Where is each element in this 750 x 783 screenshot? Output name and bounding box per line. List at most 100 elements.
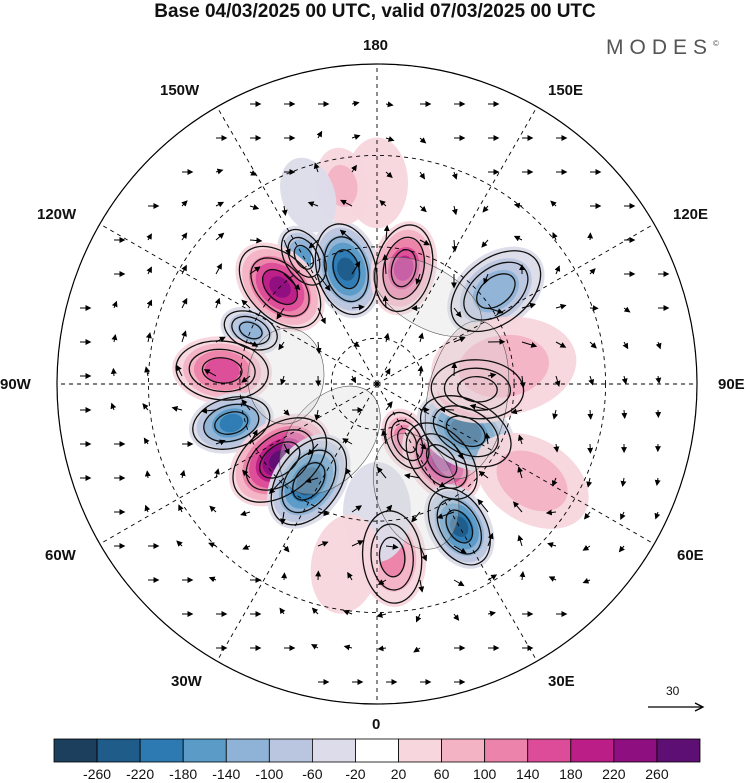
colorbar-tick-label: 220 [602, 766, 626, 782]
wind-vector [143, 437, 150, 445]
map-title: Base 04/03/2025 00 UTC, valid 07/03/2025… [154, 1, 596, 22]
wind-vector [483, 273, 489, 285]
lon-label-0: 0 [372, 716, 381, 733]
wind-vector [654, 477, 661, 486]
wind-vector [487, 610, 496, 617]
height-contour [443, 367, 512, 411]
lon-label-60e: 60E [677, 547, 704, 564]
wind-vector [283, 273, 301, 291]
wind-vector [551, 477, 558, 487]
meridian-line [79, 383, 378, 556]
lon-label-150e: 150E [548, 82, 584, 99]
wind-vector [419, 545, 428, 562]
wind-vector [342, 609, 353, 616]
wind-vector [513, 235, 523, 242]
wind-vector [478, 470, 489, 479]
wind-vector [620, 511, 626, 520]
lon-label-30e: 30E [548, 673, 575, 690]
wind-vector [317, 307, 326, 325]
height-contour [456, 375, 498, 403]
height-contour [378, 536, 406, 578]
wind-vector [385, 101, 394, 108]
height-contour [432, 405, 499, 458]
anomaly-band [310, 514, 380, 614]
wind-vector [171, 405, 183, 412]
wind-vector [385, 543, 399, 550]
height-contour [396, 427, 418, 454]
wind-vector [276, 307, 285, 320]
wind-vector [404, 473, 421, 480]
wind-vector [376, 612, 387, 618]
height-contour-group [238, 245, 322, 329]
meridian-line [205, 383, 378, 682]
wind-vector [419, 443, 428, 450]
wind-scale-arrow-icon [648, 702, 705, 712]
wind-vector [340, 199, 353, 207]
height-contour-group [419, 395, 512, 468]
wind-vector [381, 429, 388, 445]
wind-vector [316, 130, 323, 139]
wind-vector [618, 545, 625, 553]
wind-vector [382, 253, 389, 275]
lon-label-120e: 120E [673, 206, 709, 223]
map-disc-content [57, 64, 697, 704]
wind-vector [521, 302, 536, 309]
wind-vector [513, 202, 523, 209]
wind-vector [481, 239, 489, 248]
wind-vector [415, 273, 422, 285]
wind-vector [215, 439, 226, 446]
height-contour-group [405, 422, 478, 500]
wind-vector [142, 403, 149, 411]
wind-vector [419, 137, 427, 144]
wind-vector [215, 263, 222, 275]
wind-vector [439, 406, 455, 413]
wind-vector [586, 477, 593, 488]
wind-vector [487, 574, 498, 581]
lon-label-90e: 90E [718, 376, 745, 393]
wind-vector [453, 443, 464, 460]
wind-vector [654, 511, 661, 520]
height-contour [370, 523, 414, 591]
wind-vector [547, 542, 557, 548]
height-contour [203, 403, 260, 443]
wind-vector [249, 341, 259, 347]
wind-vector [548, 576, 557, 582]
wind-vector [351, 540, 364, 547]
wind-vector [553, 443, 560, 453]
wind-vector [382, 295, 389, 309]
wind-vector [249, 204, 260, 210]
wind-vector [144, 366, 151, 377]
wind-vector [176, 364, 183, 377]
wind-vector [620, 477, 627, 487]
parallel-circle [147, 154, 607, 614]
height-contour [238, 321, 263, 340]
wind-vector [347, 571, 353, 581]
wind-vector [310, 644, 319, 650]
wind-vector [482, 205, 489, 213]
wind-vector [283, 239, 291, 256]
height-contour [192, 396, 271, 450]
wind-vector [181, 200, 188, 207]
wind-vector [146, 266, 152, 275]
colorbar-tick-label: -180 [169, 766, 198, 782]
wind-vector [110, 367, 117, 377]
wind-vector [146, 299, 153, 309]
colorbar-tick-label: -140 [212, 766, 241, 782]
height-contour [430, 359, 525, 420]
wind-vector [181, 264, 187, 275]
wind-vector [621, 375, 628, 385]
wind-vector [376, 466, 387, 479]
map-boundary [56, 63, 698, 705]
wind-vector [241, 399, 251, 411]
wind-vector [487, 372, 497, 379]
wind-vector [283, 443, 290, 455]
wind-vector [517, 534, 524, 547]
wind-vector [451, 362, 458, 377]
lon-label-120w: 120W [37, 206, 77, 223]
wind-vector [554, 265, 561, 275]
wind-vector [215, 168, 224, 175]
wind-vector [179, 469, 186, 479]
parallel-circle [330, 337, 424, 431]
wind-vector [351, 341, 360, 347]
wind-vector [181, 330, 187, 343]
